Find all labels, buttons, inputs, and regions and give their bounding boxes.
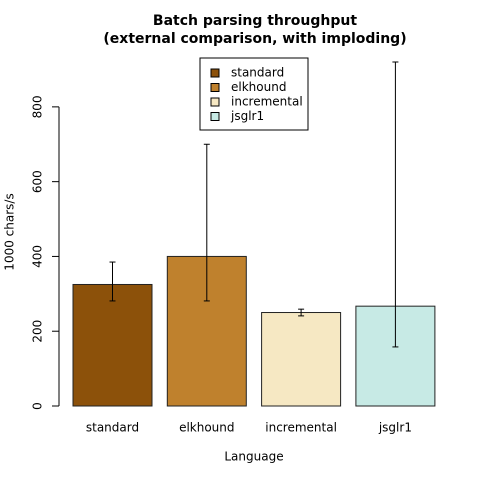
y-axis-label: 1000 chars/s	[3, 193, 17, 270]
y-tick-label: 0	[31, 402, 45, 410]
legend-label: incremental	[231, 95, 303, 109]
x-tick-label: standard	[86, 421, 139, 435]
chart-subtitle: (external comparison, with imploding)	[103, 31, 406, 47]
error-bar	[109, 261, 116, 302]
legend-label: standard	[231, 66, 284, 80]
chart-title: Batch parsing throughput	[153, 13, 357, 29]
legend-swatch	[210, 112, 220, 121]
bar	[261, 312, 342, 407]
y-tick-label: 200	[31, 320, 45, 343]
x-tick-label: elkhound	[179, 421, 234, 435]
legend-label: elkhound	[231, 80, 286, 94]
error-bar	[203, 143, 210, 302]
error-bar	[392, 61, 399, 348]
x-tick-label: jsglr1	[378, 421, 412, 435]
x-tick-label: incremental	[265, 421, 337, 435]
y-tick-label: 800	[31, 95, 45, 118]
y-tick-label: 600	[31, 170, 45, 193]
legend-swatch	[210, 68, 220, 78]
legend-label: jsglr1	[230, 109, 264, 123]
legend-swatch	[210, 83, 220, 92]
legend-swatch	[210, 97, 220, 107]
y-tick-label: 400	[31, 245, 45, 268]
error-bar	[298, 308, 305, 317]
bar	[72, 283, 153, 407]
x-axis-label: Language	[224, 450, 283, 464]
